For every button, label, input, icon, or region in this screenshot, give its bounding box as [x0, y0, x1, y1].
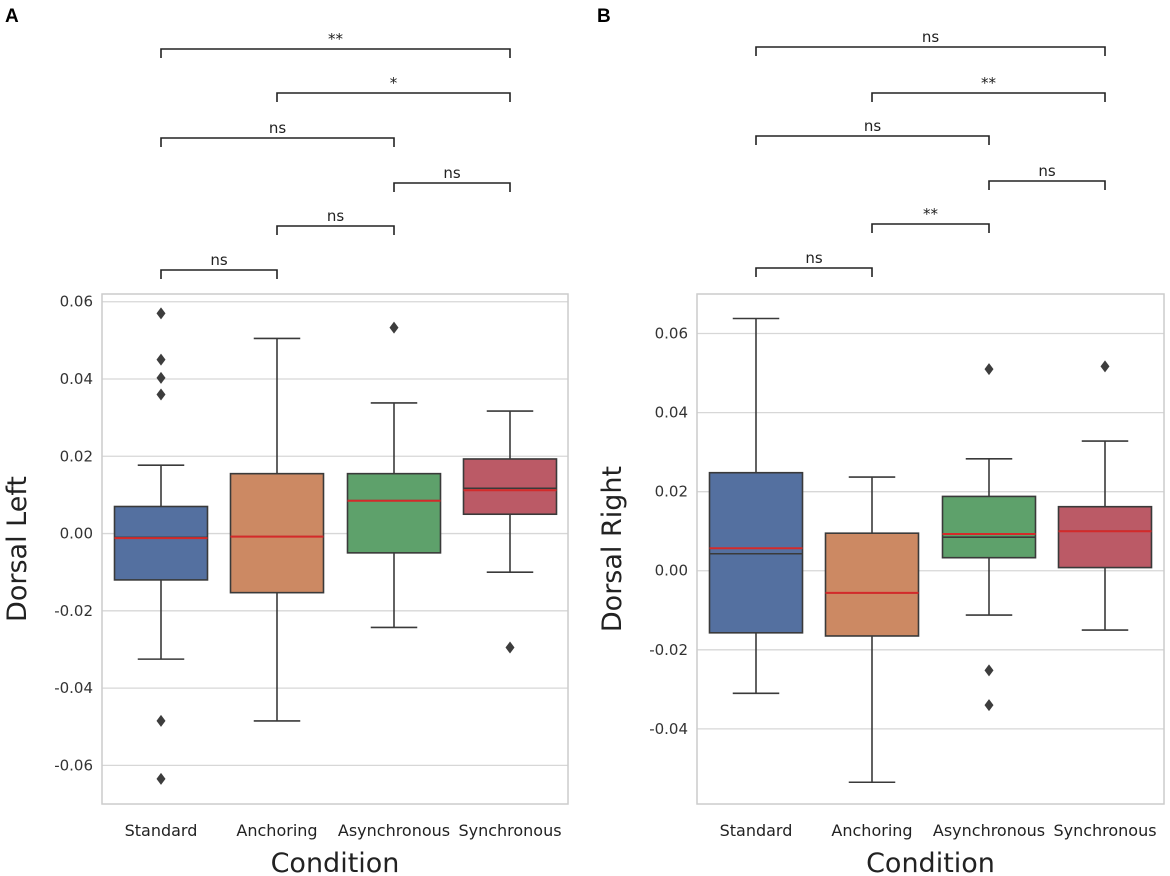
- bracket-line: [276, 225, 395, 235]
- bracket-line: [871, 223, 990, 233]
- significance-label: ns: [805, 249, 823, 267]
- significance-label: ns: [443, 164, 461, 182]
- significance-bracket: ns: [755, 28, 1106, 56]
- box-asynchronous: [346, 321, 442, 629]
- significance-label: *: [390, 74, 398, 92]
- significance-label: ns: [269, 119, 287, 137]
- bracket-line: [276, 92, 511, 102]
- significance-label: ns: [327, 207, 345, 225]
- plot-frame: [101, 293, 569, 805]
- significance-label: ns: [210, 251, 228, 269]
- y-tick-label: -0.02: [54, 602, 93, 620]
- outlier-point: [984, 699, 994, 712]
- iqr-box: [229, 472, 325, 594]
- y-tick-label: -0.06: [54, 756, 93, 774]
- significance-label: ns: [1038, 162, 1056, 180]
- outlier-point: [156, 388, 166, 401]
- panel-a-letter: A: [5, 6, 19, 27]
- y-tick-label: 0.06: [60, 293, 93, 311]
- bracket-line: [988, 180, 1106, 190]
- x-tick-label: Standard: [125, 821, 198, 840]
- y-tick-label: 0.00: [60, 525, 93, 543]
- significance-bracket: ns: [393, 164, 511, 192]
- outlier-point: [156, 772, 166, 785]
- iqr-box: [941, 495, 1037, 559]
- outlier-point: [156, 371, 166, 384]
- x-tick-label: Synchronous: [458, 821, 561, 840]
- iqr-box: [346, 472, 442, 554]
- bracket-line: [160, 269, 278, 279]
- significance-bracket: *: [276, 74, 511, 102]
- y-axis-title: Dorsal Right: [597, 466, 628, 632]
- significance-label: ns: [922, 28, 940, 46]
- significance-bracket: ns: [160, 119, 395, 147]
- x-tick-label: Asynchronous: [933, 821, 1045, 840]
- bracket-line: [393, 182, 511, 192]
- iqr-box: [708, 471, 804, 634]
- significance-label: ns: [864, 117, 882, 135]
- x-tick-label: Standard: [720, 821, 793, 840]
- y-tick-label: 0.06: [655, 325, 688, 343]
- x-tick-label: Asynchronous: [338, 821, 450, 840]
- y-tick-label: -0.02: [649, 641, 688, 659]
- significance-bracket: ns: [755, 117, 990, 145]
- y-tick-label: -0.04: [54, 679, 93, 697]
- outlier-point: [156, 353, 166, 366]
- outlier-point: [156, 307, 166, 320]
- y-tick-label: 0.02: [60, 447, 93, 465]
- outlier-point: [156, 714, 166, 727]
- outlier-point: [984, 363, 994, 376]
- bracket-line: [160, 48, 511, 58]
- panel-a: A -0.06 -0.04 -0.02 0.00 0.02 0.04 0.06 Standar…: [2, 6, 569, 876]
- significance-label: **: [923, 205, 939, 223]
- plot-frame: [696, 293, 1165, 805]
- bracket-line: [160, 137, 395, 147]
- bracket-line: [755, 135, 990, 145]
- iqr-box: [1057, 505, 1153, 569]
- y-tick-label: 0.00: [655, 562, 688, 580]
- x-axis-title: Condition: [271, 848, 400, 876]
- bracket-line: [755, 267, 873, 277]
- bracket-line: [871, 92, 1106, 102]
- box-synchronous: [1057, 360, 1153, 631]
- significance-bracket: **: [871, 205, 990, 233]
- box-anchoring: [229, 337, 325, 722]
- significance-label: **: [328, 30, 344, 48]
- x-tick-label: Synchronous: [1053, 821, 1156, 840]
- panel-b: B -0.04 -0.02 0.00 0.02 0.04 0.06 Standard Anch…: [597, 6, 1165, 876]
- bracket-line: [755, 46, 1106, 56]
- outlier-point: [1100, 360, 1110, 373]
- box-synchronous: [462, 410, 558, 654]
- box-standard: [708, 317, 804, 695]
- y-axis-title: Dorsal Left: [2, 476, 33, 622]
- panel-b-letter: B: [597, 6, 611, 27]
- iqr-box: [462, 458, 558, 516]
- y-tick-label: 0.04: [60, 370, 93, 388]
- y-tick-label: -0.04: [649, 720, 688, 738]
- significance-label: **: [981, 74, 997, 92]
- x-tick-label: Anchoring: [236, 821, 317, 840]
- significance-bracket: ns: [755, 249, 873, 277]
- outlier-point: [389, 321, 399, 334]
- box-standard: [113, 307, 209, 785]
- y-tick-label: 0.02: [655, 483, 688, 501]
- box-anchoring: [824, 476, 920, 784]
- x-tick-label: Anchoring: [831, 821, 912, 840]
- iqr-box: [824, 532, 920, 637]
- x-axis-title: Condition: [866, 848, 995, 876]
- outlier-point: [505, 641, 515, 654]
- significance-bracket: **: [160, 30, 511, 58]
- significance-bracket: ns: [160, 251, 278, 279]
- iqr-box: [113, 505, 209, 581]
- outlier-point: [984, 664, 994, 677]
- y-tick-label: 0.04: [655, 404, 688, 422]
- significance-bracket: **: [871, 74, 1106, 102]
- box-asynchronous: [941, 363, 1037, 712]
- significance-bracket: ns: [988, 162, 1106, 190]
- significance-bracket: ns: [276, 207, 395, 235]
